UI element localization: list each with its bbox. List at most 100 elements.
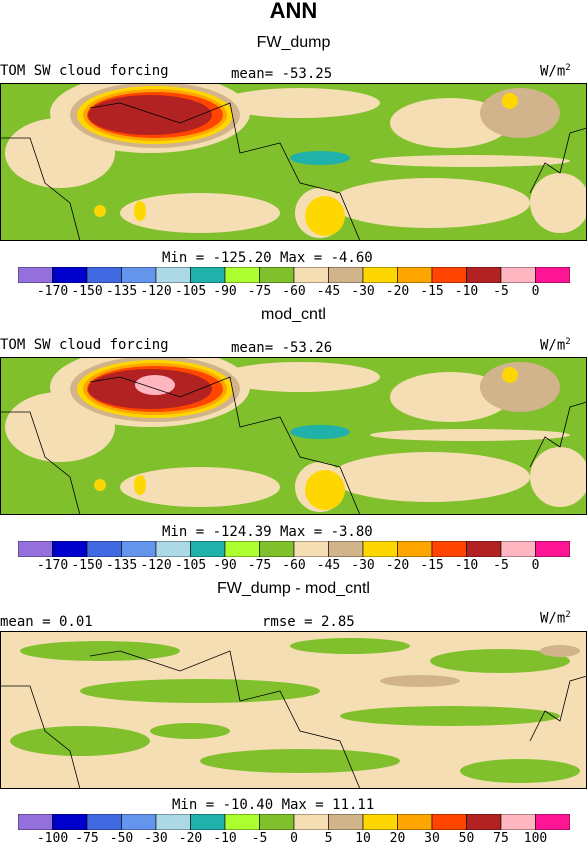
colorbar-tick-label: -135 (105, 284, 138, 299)
panel-3-subtitle: FW_dump - mod_cntl (217, 580, 370, 597)
colorbar-tick-label: -5 (493, 284, 509, 299)
colorbar-swatch (52, 814, 88, 830)
colorbar-swatch (121, 267, 157, 283)
colorbar-tick-label: -5 (251, 831, 268, 846)
colorbar-tick-label: 100 (523, 831, 548, 846)
colorbar-swatch (328, 541, 364, 557)
panel-2-colorbar (18, 541, 570, 557)
panel-1-colorbar (18, 267, 570, 283)
colorbar-swatch (397, 267, 433, 283)
colorbar-swatch (190, 267, 226, 283)
colorbar-swatch (466, 267, 502, 283)
panel-1-units: W/m2 (540, 63, 571, 80)
colorbar-tick-label: 20 (389, 831, 406, 846)
colorbar-swatch (535, 814, 570, 830)
colorbar-swatch (86, 814, 122, 830)
colorbar-tick-label: -150 (71, 284, 103, 299)
colorbar-tick-label: -50 (109, 831, 134, 846)
colorbar-swatch (500, 541, 536, 557)
colorbar-swatch (224, 541, 260, 557)
colorbar-swatch (155, 267, 191, 283)
colorbar-swatch (259, 267, 295, 283)
colorbar-swatch (500, 267, 536, 283)
colorbar-tick-label: -75 (247, 558, 272, 573)
panel-3-minmax: Min = -10.40 Max = 11.11 (172, 797, 375, 813)
colorbar-tick-label: -170 (36, 284, 69, 299)
colorbar-swatch (431, 814, 467, 830)
colorbar-tick-label: 10 (355, 831, 371, 846)
colorbar-swatch (52, 541, 88, 557)
panel-3-colorbar-ticks: -100 -75 -50 -30 -20 -10 -5 0 5 10 20 30 50 75 100 (0, 831, 587, 847)
colorbar-tick-label: -45 (316, 558, 341, 573)
colorbar-swatch (224, 267, 260, 283)
panel-3-map (0, 631, 587, 789)
colorbar-swatch (155, 541, 191, 557)
colorbar-tick-label: -10 (213, 831, 237, 846)
colorbar-tick-label: -100 (36, 831, 69, 846)
panel-2-subtitle: mod_cntl (261, 306, 326, 323)
colorbar-swatch (431, 267, 467, 283)
colorbar-tick-label: -105 (174, 558, 207, 573)
colorbar-swatch (121, 814, 157, 830)
colorbar-swatch (500, 814, 536, 830)
colorbar-tick-label: -135 (105, 558, 138, 573)
colorbar-tick-label: -30 (351, 558, 375, 573)
colorbar-tick-label: 30 (424, 831, 440, 846)
colorbar-tick-label: -60 (282, 284, 306, 299)
panel-3-mean-label: mean = 0.01 (0, 614, 93, 630)
colorbar-swatch (328, 267, 364, 283)
colorbar-tick-label: -120 (140, 558, 172, 573)
colorbar-tick-label: -5 (493, 558, 509, 573)
colorbar-swatch (86, 267, 122, 283)
colorbar-tick-label: -75 (247, 284, 272, 299)
colorbar-swatch (293, 267, 329, 283)
colorbar-swatch (259, 541, 295, 557)
colorbar-swatch (535, 541, 570, 557)
colorbar-swatch (190, 814, 226, 830)
colorbar-tick-label: -60 (282, 558, 306, 573)
panel-1-map (0, 83, 587, 241)
colorbar-swatch (224, 814, 260, 830)
colorbar-swatch (155, 814, 191, 830)
colorbar-tick-label: -15 (420, 284, 444, 299)
panel-2-map (0, 357, 587, 515)
colorbar-tick-label: -170 (36, 558, 69, 573)
colorbar-swatch (293, 814, 329, 830)
colorbar-swatch (397, 814, 433, 830)
colorbar-tick-label: 50 (458, 831, 475, 846)
panel-2-units: W/m2 (540, 337, 571, 354)
panel-1-mean-label: mean= -53.25 (231, 66, 333, 82)
colorbar-swatch (397, 541, 433, 557)
colorbar-tick-label: -120 (140, 284, 172, 299)
colorbar-swatch (259, 814, 295, 830)
panel-2-colorbar-ticks: -170 -150 -135 -120 -105 -90 -75 -60 -45 -30 -20 -1… (0, 558, 587, 576)
colorbar-tick-label: -30 (351, 284, 375, 299)
colorbar-tick-label: -105 (174, 284, 207, 299)
panel-3-colorbar (18, 814, 570, 830)
colorbar-swatch (466, 814, 502, 830)
colorbar-tick-label: -15 (420, 558, 444, 573)
colorbar-swatch (121, 541, 157, 557)
colorbar-tick-label: 0 (531, 284, 540, 299)
colorbar-tick-label: -150 (71, 558, 103, 573)
panel-3-units: W/m2 (540, 610, 571, 627)
page-title: ANN (269, 0, 318, 23)
colorbar-tick-label: -30 (144, 831, 168, 846)
colorbar-tick-label: 5 (324, 831, 333, 846)
panel-2-minmax: Min = -124.39 Max = -3.80 (162, 524, 373, 540)
colorbar-tick-label: 0 (531, 558, 540, 573)
colorbar-swatch (362, 814, 398, 830)
colorbar-swatch (362, 541, 398, 557)
panel-1-minmax: Min = -125.20 Max = -4.60 (162, 250, 373, 266)
colorbar-tick-label: 75 (493, 831, 509, 846)
panel-1-left-label: TOM SW cloud forcing (0, 63, 169, 79)
panel-1-colorbar-ticks: -170 -150 -135 -120 -105 -90 -75 -60 -45 -30 -20 -1… (0, 284, 587, 302)
colorbar-tick-label: -45 (316, 284, 341, 299)
colorbar-swatch (431, 541, 467, 557)
colorbar-swatch (362, 267, 398, 283)
colorbar-swatch (52, 267, 88, 283)
colorbar-tick-label: -10 (454, 558, 479, 573)
colorbar-swatch (466, 541, 502, 557)
colorbar-tick-label: -10 (454, 284, 479, 299)
colorbar-tick-label: 0 (290, 831, 298, 846)
